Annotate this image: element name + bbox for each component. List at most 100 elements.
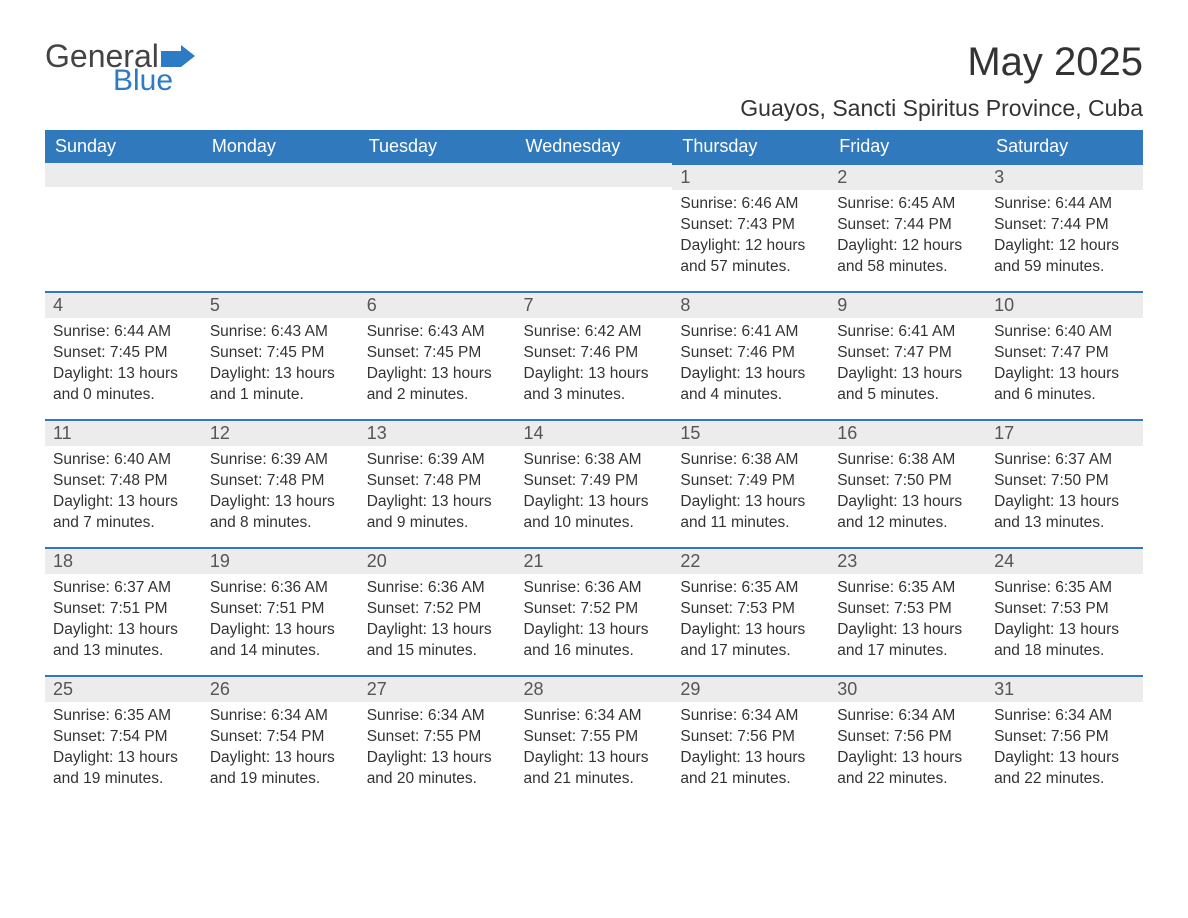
calendar-week-row: 25Sunrise: 6:35 AMSunset: 7:54 PMDayligh… — [45, 675, 1143, 803]
day-body: Sunrise: 6:37 AMSunset: 7:50 PMDaylight:… — [986, 446, 1143, 542]
day-number: 14 — [516, 419, 673, 446]
empty-day-header — [45, 163, 202, 187]
sunset-line: Sunset: 7:52 PM — [524, 599, 665, 620]
sunrise-line: Sunrise: 6:44 AM — [994, 194, 1135, 215]
calendar-cell: 5Sunrise: 6:43 AMSunset: 7:45 PMDaylight… — [202, 291, 359, 419]
sunset-line: Sunset: 7:45 PM — [53, 343, 194, 364]
calendar-cell: 11Sunrise: 6:40 AMSunset: 7:48 PMDayligh… — [45, 419, 202, 547]
day-body: Sunrise: 6:34 AMSunset: 7:56 PMDaylight:… — [986, 702, 1143, 798]
day-body: Sunrise: 6:43 AMSunset: 7:45 PMDaylight:… — [202, 318, 359, 414]
day-body: Sunrise: 6:34 AMSunset: 7:56 PMDaylight:… — [829, 702, 986, 798]
day-body: Sunrise: 6:34 AMSunset: 7:55 PMDaylight:… — [359, 702, 516, 798]
day-number: 12 — [202, 419, 359, 446]
daylight-line: Daylight: 13 hours and 16 minutes. — [524, 620, 665, 662]
empty-day-header — [202, 163, 359, 187]
daylight-line: Daylight: 13 hours and 20 minutes. — [367, 748, 508, 790]
day-body: Sunrise: 6:39 AMSunset: 7:48 PMDaylight:… — [202, 446, 359, 542]
day-body: Sunrise: 6:41 AMSunset: 7:47 PMDaylight:… — [829, 318, 986, 414]
calendar-cell: 14Sunrise: 6:38 AMSunset: 7:49 PMDayligh… — [516, 419, 673, 547]
calendar-cell: 17Sunrise: 6:37 AMSunset: 7:50 PMDayligh… — [986, 419, 1143, 547]
sunrise-line: Sunrise: 6:41 AM — [680, 322, 821, 343]
day-number: 21 — [516, 547, 673, 574]
month-title: May 2025 — [740, 40, 1143, 85]
sunset-line: Sunset: 7:48 PM — [210, 471, 351, 492]
daylight-line: Daylight: 13 hours and 18 minutes. — [994, 620, 1135, 662]
day-number: 15 — [672, 419, 829, 446]
calendar-cell: 6Sunrise: 6:43 AMSunset: 7:45 PMDaylight… — [359, 291, 516, 419]
sunrise-line: Sunrise: 6:35 AM — [994, 578, 1135, 599]
sunset-line: Sunset: 7:56 PM — [680, 727, 821, 748]
daylight-line: Daylight: 13 hours and 5 minutes. — [837, 364, 978, 406]
calendar-cell: 24Sunrise: 6:35 AMSunset: 7:53 PMDayligh… — [986, 547, 1143, 675]
daylight-line: Daylight: 13 hours and 6 minutes. — [994, 364, 1135, 406]
sunrise-line: Sunrise: 6:38 AM — [680, 450, 821, 471]
day-body: Sunrise: 6:36 AMSunset: 7:52 PMDaylight:… — [516, 574, 673, 670]
daylight-line: Daylight: 13 hours and 2 minutes. — [367, 364, 508, 406]
calendar-cell — [359, 163, 516, 291]
day-body: Sunrise: 6:41 AMSunset: 7:46 PMDaylight:… — [672, 318, 829, 414]
day-number: 23 — [829, 547, 986, 574]
day-number: 13 — [359, 419, 516, 446]
day-number: 31 — [986, 675, 1143, 702]
sunset-line: Sunset: 7:56 PM — [994, 727, 1135, 748]
calendar-cell: 3Sunrise: 6:44 AMSunset: 7:44 PMDaylight… — [986, 163, 1143, 291]
day-body: Sunrise: 6:45 AMSunset: 7:44 PMDaylight:… — [829, 190, 986, 286]
day-body: Sunrise: 6:36 AMSunset: 7:51 PMDaylight:… — [202, 574, 359, 670]
daylight-line: Daylight: 13 hours and 3 minutes. — [524, 364, 665, 406]
weekday-header: Wednesday — [516, 130, 673, 163]
sunset-line: Sunset: 7:53 PM — [680, 599, 821, 620]
sunset-line: Sunset: 7:48 PM — [53, 471, 194, 492]
day-body: Sunrise: 6:44 AMSunset: 7:44 PMDaylight:… — [986, 190, 1143, 286]
day-number: 7 — [516, 291, 673, 318]
sunset-line: Sunset: 7:53 PM — [994, 599, 1135, 620]
calendar-cell: 27Sunrise: 6:34 AMSunset: 7:55 PMDayligh… — [359, 675, 516, 803]
weekday-header: Sunday — [45, 130, 202, 163]
daylight-line: Daylight: 13 hours and 11 minutes. — [680, 492, 821, 534]
calendar-cell: 31Sunrise: 6:34 AMSunset: 7:56 PMDayligh… — [986, 675, 1143, 803]
sunrise-line: Sunrise: 6:36 AM — [367, 578, 508, 599]
sunset-line: Sunset: 7:55 PM — [367, 727, 508, 748]
day-body: Sunrise: 6:40 AMSunset: 7:48 PMDaylight:… — [45, 446, 202, 542]
weekday-header: Saturday — [986, 130, 1143, 163]
daylight-line: Daylight: 12 hours and 59 minutes. — [994, 236, 1135, 278]
sunset-line: Sunset: 7:47 PM — [994, 343, 1135, 364]
sunset-line: Sunset: 7:45 PM — [367, 343, 508, 364]
day-number: 22 — [672, 547, 829, 574]
daylight-line: Daylight: 12 hours and 58 minutes. — [837, 236, 978, 278]
sunrise-line: Sunrise: 6:38 AM — [837, 450, 978, 471]
sunset-line: Sunset: 7:51 PM — [53, 599, 194, 620]
sunset-line: Sunset: 7:46 PM — [524, 343, 665, 364]
day-body: Sunrise: 6:38 AMSunset: 7:49 PMDaylight:… — [516, 446, 673, 542]
calendar-cell: 21Sunrise: 6:36 AMSunset: 7:52 PMDayligh… — [516, 547, 673, 675]
day-body: Sunrise: 6:44 AMSunset: 7:45 PMDaylight:… — [45, 318, 202, 414]
day-number: 20 — [359, 547, 516, 574]
calendar-cell: 25Sunrise: 6:35 AMSunset: 7:54 PMDayligh… — [45, 675, 202, 803]
calendar-cell: 7Sunrise: 6:42 AMSunset: 7:46 PMDaylight… — [516, 291, 673, 419]
weekday-header: Friday — [829, 130, 986, 163]
sunrise-line: Sunrise: 6:43 AM — [210, 322, 351, 343]
day-body: Sunrise: 6:38 AMSunset: 7:49 PMDaylight:… — [672, 446, 829, 542]
sunrise-line: Sunrise: 6:34 AM — [837, 706, 978, 727]
day-body: Sunrise: 6:37 AMSunset: 7:51 PMDaylight:… — [45, 574, 202, 670]
sunrise-line: Sunrise: 6:43 AM — [367, 322, 508, 343]
sunrise-line: Sunrise: 6:34 AM — [680, 706, 821, 727]
day-number: 4 — [45, 291, 202, 318]
day-body: Sunrise: 6:35 AMSunset: 7:53 PMDaylight:… — [986, 574, 1143, 670]
daylight-line: Daylight: 13 hours and 12 minutes. — [837, 492, 978, 534]
sunset-line: Sunset: 7:50 PM — [837, 471, 978, 492]
daylight-line: Daylight: 13 hours and 1 minute. — [210, 364, 351, 406]
day-body: Sunrise: 6:34 AMSunset: 7:54 PMDaylight:… — [202, 702, 359, 798]
calendar-cell: 18Sunrise: 6:37 AMSunset: 7:51 PMDayligh… — [45, 547, 202, 675]
calendar-week-row: 18Sunrise: 6:37 AMSunset: 7:51 PMDayligh… — [45, 547, 1143, 675]
weekday-header-row: SundayMondayTuesdayWednesdayThursdayFrid… — [45, 130, 1143, 163]
daylight-line: Daylight: 13 hours and 10 minutes. — [524, 492, 665, 534]
calendar-cell: 13Sunrise: 6:39 AMSunset: 7:48 PMDayligh… — [359, 419, 516, 547]
calendar-cell: 12Sunrise: 6:39 AMSunset: 7:48 PMDayligh… — [202, 419, 359, 547]
day-body: Sunrise: 6:35 AMSunset: 7:53 PMDaylight:… — [829, 574, 986, 670]
sunrise-line: Sunrise: 6:44 AM — [53, 322, 194, 343]
day-body: Sunrise: 6:36 AMSunset: 7:52 PMDaylight:… — [359, 574, 516, 670]
calendar-cell: 1Sunrise: 6:46 AMSunset: 7:43 PMDaylight… — [672, 163, 829, 291]
day-number: 19 — [202, 547, 359, 574]
day-number: 25 — [45, 675, 202, 702]
daylight-line: Daylight: 13 hours and 4 minutes. — [680, 364, 821, 406]
